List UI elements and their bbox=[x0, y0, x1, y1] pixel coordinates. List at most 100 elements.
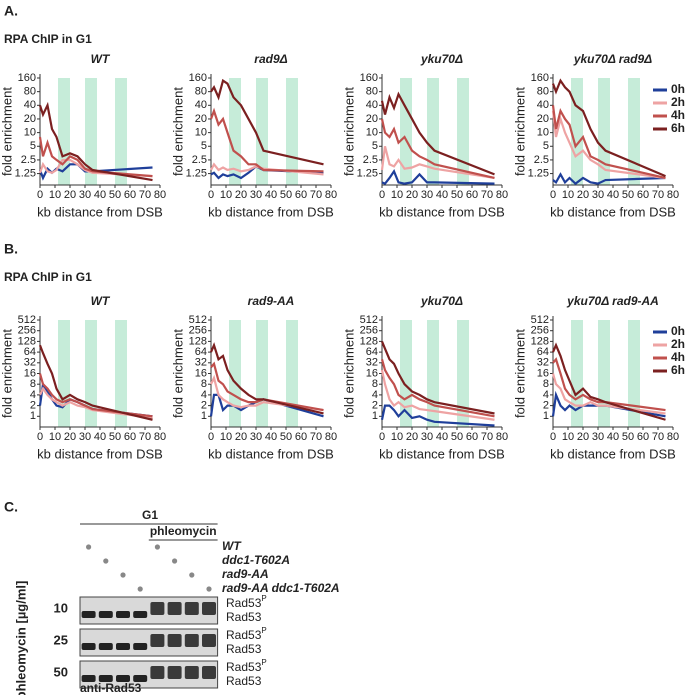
blot-condition: G1 bbox=[142, 508, 158, 522]
y-tick-label: 80 bbox=[366, 86, 378, 98]
chart-title: yku70Δ rad9Δ bbox=[573, 52, 652, 66]
x-tick-label: 20 bbox=[577, 189, 589, 201]
x-tick-label: 70 bbox=[652, 431, 664, 443]
y-tick-label: 128 bbox=[360, 335, 378, 347]
x-tick-label: 0 bbox=[550, 431, 556, 443]
y-tick-label: 40 bbox=[366, 99, 378, 111]
x-axis-label: kb distance from DSB bbox=[550, 204, 676, 219]
y-tick-label: 40 bbox=[195, 99, 207, 111]
y-axis-label: fold enrichment bbox=[170, 329, 185, 418]
x-tick-label: 60 bbox=[637, 189, 649, 201]
x-tick-label: 50 bbox=[451, 431, 463, 443]
y-tick-label: 10 bbox=[366, 127, 378, 139]
panel-heading: RPA ChIP in G1 bbox=[4, 32, 92, 46]
band bbox=[98, 643, 113, 650]
y-tick-label: 2.5 bbox=[363, 154, 378, 166]
x-tick-label: 40 bbox=[265, 431, 277, 443]
x-axis-label: kb distance from DSB bbox=[379, 446, 505, 461]
x-tick-label: 40 bbox=[436, 431, 448, 443]
x-tick-label: 30 bbox=[79, 431, 91, 443]
shaded-region bbox=[628, 78, 640, 185]
x-tick-label: 0 bbox=[37, 431, 43, 443]
lane-dot bbox=[154, 544, 160, 550]
shaded-region bbox=[427, 78, 439, 185]
shaded-region bbox=[571, 320, 583, 427]
x-tick-label: 10 bbox=[49, 431, 61, 443]
band bbox=[184, 666, 199, 679]
x-tick-label: 10 bbox=[562, 431, 574, 443]
shaded-region bbox=[571, 78, 583, 185]
series-line bbox=[380, 118, 495, 180]
series-line bbox=[209, 107, 324, 173]
x-tick-label: 50 bbox=[109, 431, 121, 443]
y-tick-label: 16 bbox=[195, 367, 207, 379]
genotype-label: rad9-AA ddc1-T602A bbox=[222, 581, 340, 595]
shaded-region bbox=[256, 78, 268, 185]
y-tick-label: 10 bbox=[537, 127, 549, 139]
series-line bbox=[380, 91, 495, 176]
y-tick-label: 1 bbox=[30, 410, 36, 422]
y-tick-label: 32 bbox=[537, 357, 549, 369]
y-tick-label: 8 bbox=[30, 378, 36, 390]
y-tick-label: 40 bbox=[537, 99, 549, 111]
y-tick-label: 2.5 bbox=[534, 154, 549, 166]
y-axis-label: fold enrichment bbox=[170, 87, 185, 176]
y-tick-label: 1 bbox=[543, 410, 549, 422]
y-tick-label: 256 bbox=[189, 325, 207, 337]
y-tick-label: 1 bbox=[201, 410, 207, 422]
y-tick-label: 20 bbox=[195, 113, 207, 125]
series-line bbox=[551, 110, 666, 180]
band bbox=[167, 634, 182, 647]
y-tick-label: 4 bbox=[372, 389, 378, 401]
panel-label: C. bbox=[4, 499, 18, 515]
lane-dot bbox=[137, 586, 143, 592]
shaded-region bbox=[229, 320, 241, 427]
series-line bbox=[551, 373, 666, 415]
y-tick-label: 64 bbox=[537, 346, 549, 358]
y-tick-label: 2 bbox=[372, 400, 378, 412]
y-tick-label: 512 bbox=[18, 314, 36, 326]
genotype-label: rad9-AA bbox=[222, 567, 269, 581]
y-tick-label: 5 bbox=[30, 140, 36, 152]
x-axis-label: kb distance from DSB bbox=[37, 446, 163, 461]
x-tick-label: 60 bbox=[124, 431, 136, 443]
legend-label: 6h bbox=[671, 121, 685, 135]
series-line bbox=[380, 404, 495, 427]
y-tick-label: 4 bbox=[201, 389, 207, 401]
y-tick-label: 8 bbox=[201, 378, 207, 390]
series-line bbox=[380, 369, 495, 421]
y-tick-label: 4 bbox=[30, 389, 36, 401]
x-tick-label: 60 bbox=[466, 431, 478, 443]
y-tick-label: 80 bbox=[24, 86, 36, 98]
x-tick-label: 10 bbox=[562, 189, 574, 201]
chart-title: WT bbox=[91, 52, 111, 66]
x-tick-label: 20 bbox=[406, 431, 418, 443]
series-line bbox=[210, 78, 324, 166]
y-tick-label: 256 bbox=[360, 325, 378, 337]
band bbox=[150, 602, 165, 615]
y-tick-label: 2.5 bbox=[21, 154, 36, 166]
x-tick-label: 20 bbox=[577, 431, 589, 443]
x-tick-label: 50 bbox=[280, 189, 292, 201]
chart-title: rad9Δ bbox=[254, 52, 287, 66]
shaded-region bbox=[457, 320, 469, 427]
shaded-region bbox=[58, 320, 70, 427]
dose-label: 50 bbox=[54, 664, 68, 679]
series-line bbox=[552, 357, 666, 412]
y-tick-label: 1 bbox=[372, 410, 378, 422]
x-tick-label: 80 bbox=[325, 431, 337, 443]
lane-dot bbox=[86, 544, 92, 550]
x-tick-label: 10 bbox=[391, 431, 403, 443]
y-tick-label: 64 bbox=[24, 346, 36, 358]
band-label: Rad53 bbox=[226, 674, 262, 688]
band-label-sup: P bbox=[261, 626, 266, 635]
y-tick-label: 2 bbox=[30, 400, 36, 412]
x-tick-label: 80 bbox=[667, 189, 679, 201]
x-axis-label: kb distance from DSB bbox=[208, 204, 334, 219]
band-label-name: Rad53 bbox=[226, 660, 262, 674]
x-tick-label: 0 bbox=[208, 431, 214, 443]
chart-title: yku70Δ bbox=[420, 52, 463, 66]
x-tick-label: 0 bbox=[208, 189, 214, 201]
y-tick-label: 256 bbox=[18, 325, 36, 337]
